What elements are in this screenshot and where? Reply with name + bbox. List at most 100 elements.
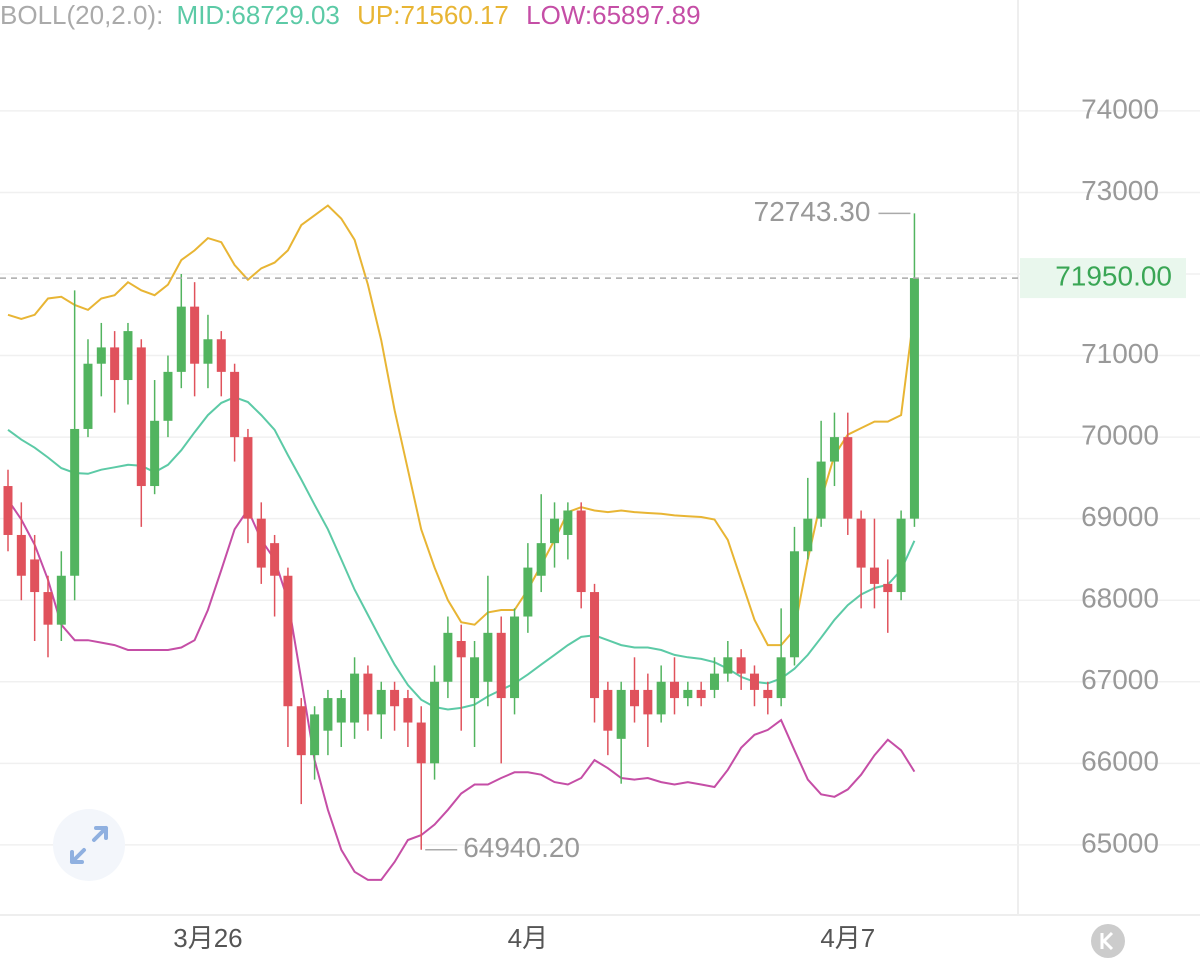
y-tick-label: 71000 <box>1081 338 1159 369</box>
y-tick-label: 69000 <box>1081 501 1159 532</box>
candle-body <box>83 363 93 429</box>
candle-body <box>296 706 306 756</box>
expand-button[interactable] <box>53 809 125 881</box>
candle-body <box>123 331 133 381</box>
collapse-button[interactable] <box>1091 924 1125 958</box>
low-label: LOW:65897.89 <box>526 0 700 30</box>
candle-body <box>3 486 13 535</box>
candle-body <box>896 518 906 593</box>
y-tick-label: 73000 <box>1081 175 1159 206</box>
indicator-header: BOLL(20,2.0): MID:68729.03 UP:71560.17 L… <box>0 0 701 30</box>
candle-body <box>136 347 146 487</box>
candle-body <box>270 543 280 576</box>
candle-body <box>510 616 520 699</box>
candle-body <box>776 657 786 699</box>
candle-body <box>656 681 666 715</box>
candle-body <box>643 689 653 715</box>
y-tick-label: 66000 <box>1081 746 1159 777</box>
up-label: UP:71560.17 <box>357 0 509 30</box>
candle-body <box>709 673 719 690</box>
max-label: 72743.30 <box>754 196 871 227</box>
candle-body <box>430 681 440 764</box>
candle-body <box>883 583 893 593</box>
candle-body <box>683 689 693 699</box>
candle-body <box>803 518 813 552</box>
candle-body <box>30 559 40 593</box>
x-tick-label: 4月 <box>508 923 548 953</box>
candle-body <box>363 673 373 715</box>
candle-body <box>496 632 506 699</box>
y-tick-label: 67000 <box>1081 664 1159 695</box>
candle-body <box>723 657 733 674</box>
boll-line <box>7 204 916 647</box>
candle-body <box>243 437 253 519</box>
candle-body <box>110 347 120 381</box>
candle-body <box>856 518 866 568</box>
header-label: BOLL(20,2.0): <box>0 0 163 30</box>
candle-body <box>869 567 879 584</box>
candle-body <box>816 461 826 519</box>
y-tick-label: 68000 <box>1081 583 1159 614</box>
candle-body <box>323 698 333 731</box>
candle-body <box>536 543 546 576</box>
candles <box>3 213 919 850</box>
candle-body <box>416 722 426 764</box>
candle-body <box>376 689 386 715</box>
candle-body <box>403 698 413 723</box>
candle-body <box>909 278 919 519</box>
candle-body <box>43 592 53 625</box>
candle-body <box>203 339 213 364</box>
candle-body <box>96 347 106 364</box>
labels: 6500066000670006800069000700007100072000… <box>0 93 1186 953</box>
candle-body <box>576 510 586 593</box>
candle-body <box>163 371 173 421</box>
boll-line <box>7 499 916 881</box>
candle-body <box>763 689 773 699</box>
candle-body <box>310 714 320 756</box>
candle-body <box>16 534 26 576</box>
candle-body <box>230 371 240 438</box>
min-label: 64940.20 <box>463 832 580 863</box>
candle-body <box>829 437 839 462</box>
candle-body <box>603 689 613 731</box>
candle-body <box>696 689 706 699</box>
candle-body <box>736 657 746 674</box>
y-tick-label: 74000 <box>1081 93 1159 124</box>
x-tick-label: 4月7 <box>820 923 875 953</box>
current-price-box <box>1020 258 1186 299</box>
candle-body <box>256 518 266 568</box>
candle-body <box>616 689 626 739</box>
x-tick-label: 3月26 <box>173 923 242 953</box>
candle-body <box>176 306 186 372</box>
candle-body <box>749 673 759 690</box>
candle-body <box>523 567 533 617</box>
current-price-label: 71950.00 <box>1055 260 1172 291</box>
candle-body <box>470 657 480 699</box>
y-tick-label: 70000 <box>1081 420 1159 451</box>
candle-body <box>590 592 600 699</box>
candle-body <box>336 698 346 723</box>
candle-body <box>483 632 493 682</box>
candle-body <box>216 339 226 372</box>
candle-body <box>550 518 560 544</box>
candle-body <box>190 306 200 364</box>
candle-body <box>843 437 853 519</box>
candle-body <box>563 510 573 535</box>
mid-label: MID:68729.03 <box>177 0 340 30</box>
y-tick-label: 65000 <box>1081 827 1159 858</box>
candle-body <box>283 575 293 707</box>
candle-body <box>630 689 640 707</box>
candle-body <box>150 420 160 487</box>
candle-body <box>789 551 799 658</box>
candle-body <box>443 632 453 682</box>
candle-body <box>670 681 679 699</box>
candle-body <box>70 428 80 576</box>
candle-body <box>456 640 466 658</box>
candle-body <box>390 689 400 707</box>
candle-body <box>350 673 360 723</box>
candle-body <box>56 575 66 625</box>
grid <box>0 110 1200 846</box>
